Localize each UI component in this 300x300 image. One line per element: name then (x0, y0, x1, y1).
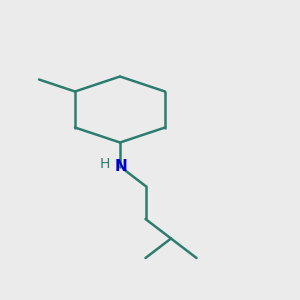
Text: H: H (99, 157, 110, 171)
Text: N: N (114, 159, 127, 174)
